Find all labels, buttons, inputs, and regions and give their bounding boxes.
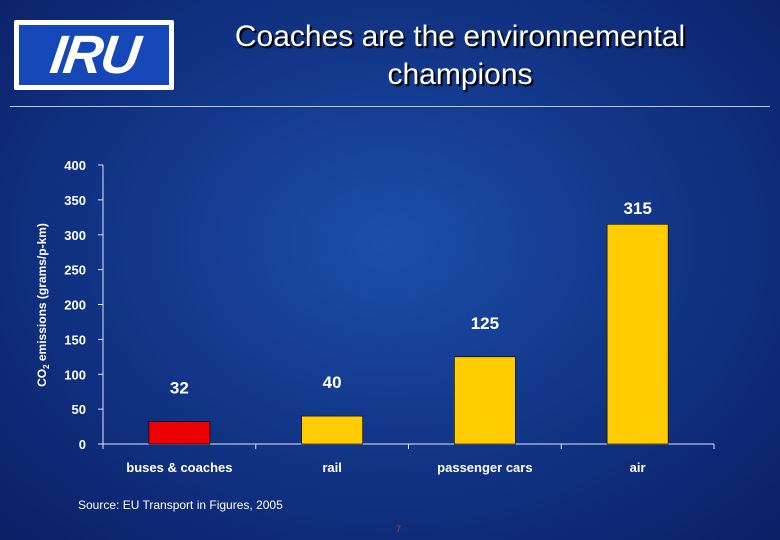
x-category-label: buses & coaches [126, 460, 232, 475]
iru-logo: IRU [14, 20, 174, 90]
x-category-label: air [630, 460, 646, 475]
y-tick-label: 300 [64, 228, 86, 243]
y-axis-title-rest: emissions (grams/p-km) [35, 223, 49, 364]
y-tick-label: 50 [72, 402, 86, 417]
slide-title: Coaches are the environnemental champion… [180, 18, 740, 94]
y-tick-label: 400 [64, 158, 86, 173]
iru-logo-badge: IRU [19, 25, 169, 85]
bar-rail [301, 415, 363, 445]
x-category-label: rail [322, 460, 342, 475]
bar-data-label: 125 [471, 314, 499, 333]
slide-title-line-2: champions [387, 58, 533, 91]
bar-buses-coaches [148, 421, 211, 445]
y-tick-label: 350 [64, 193, 86, 208]
y-tick-label: 250 [64, 263, 86, 278]
y-axis-title: CO2 emissions (grams/p-km) [35, 223, 51, 387]
bar-data-label: 40 [323, 373, 342, 392]
source-note: Source: EU Transport in Figures, 2005 [78, 498, 283, 512]
y-tick-label: 0 [79, 437, 86, 452]
bar-data-label: 32 [170, 379, 189, 398]
bar-passenger-cars [454, 356, 516, 445]
slide-title-line-1: Coaches are the environnemental [234, 20, 686, 53]
y-tick-label: 200 [64, 298, 86, 313]
page-number: 7 [396, 524, 402, 534]
y-axis-title-co: CO [35, 369, 49, 387]
y-tick-label: 100 [64, 367, 86, 382]
y-axis-title-subscript: 2 [42, 364, 51, 369]
bar-air [606, 223, 669, 445]
x-category-label: passenger cars [437, 460, 532, 475]
y-tick-label: 150 [64, 332, 86, 347]
title-divider [10, 106, 770, 107]
bar-data-label: 315 [623, 199, 651, 218]
